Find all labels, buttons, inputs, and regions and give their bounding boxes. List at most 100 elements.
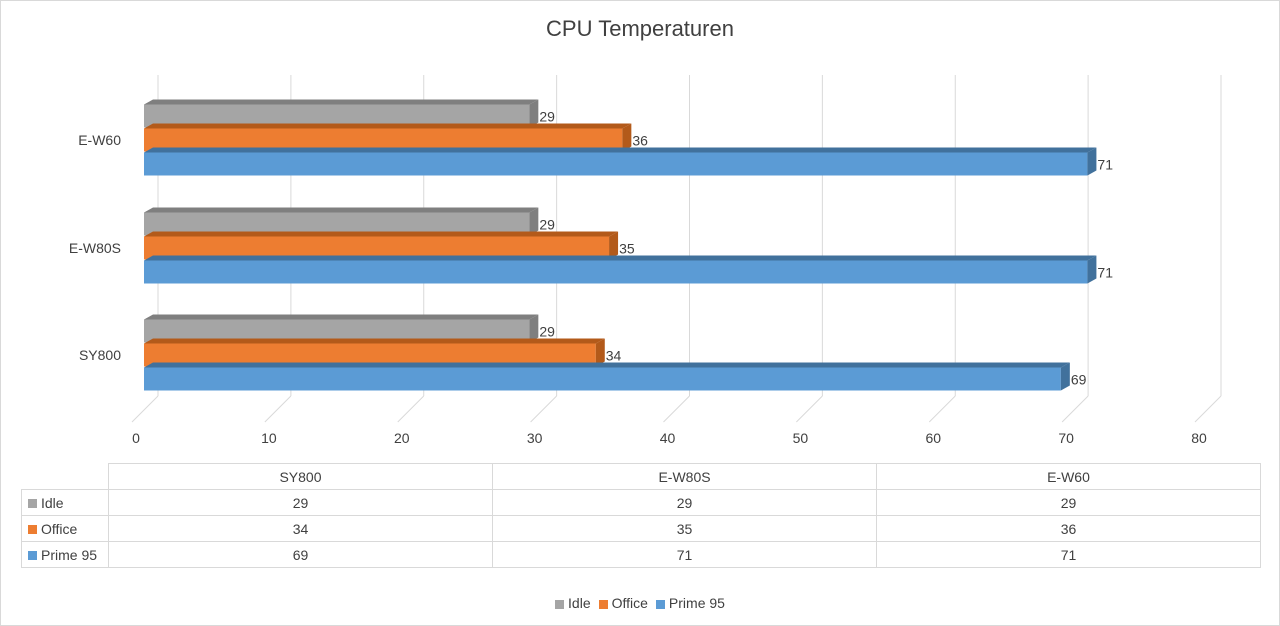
x-tick-label: 60	[925, 430, 941, 446]
bar	[144, 152, 1088, 176]
bar-side-face	[529, 207, 539, 236]
bar-top-face	[144, 231, 619, 237]
data-label: 36	[632, 133, 648, 149]
chart-title: CPU Temperaturen	[546, 16, 734, 41]
bar-top-face	[144, 123, 632, 129]
table-cell-text: 71	[1060, 546, 1077, 563]
table-row-header-text: Office	[41, 520, 78, 537]
table-row: Idle 29 29 29	[21, 489, 1261, 516]
y-category-label: E-W80S	[69, 240, 121, 256]
bar-side-face	[1060, 362, 1070, 391]
data-label: 71	[1097, 157, 1113, 173]
table-cell: 71	[876, 541, 1261, 568]
table-cell-text: 35	[676, 520, 693, 537]
table-cell: 29	[108, 489, 493, 516]
legend-label: Idle	[568, 595, 591, 611]
y-category-label: SY800	[79, 347, 121, 363]
table-header-row: SY800 E-W80S E-W60	[21, 463, 1261, 490]
legend-swatch-icon	[28, 499, 37, 509]
bar	[144, 128, 623, 152]
floor-tick	[796, 395, 823, 423]
floor-tick	[1194, 395, 1222, 423]
table-cell-text: 34	[292, 520, 309, 537]
x-tick-label: 50	[793, 430, 809, 446]
legend-item: Idle	[555, 595, 591, 611]
table-row: Office 34 35 36	[21, 515, 1261, 542]
table-cell-text: 36	[1060, 520, 1077, 537]
x-tick-label: 30	[527, 430, 543, 446]
bar-side-face	[529, 99, 539, 128]
legend-swatch-icon	[28, 525, 37, 535]
table-cell: 29	[876, 489, 1261, 516]
bar-side-face	[529, 314, 539, 343]
bar	[144, 367, 1061, 391]
table-cell-text: 29	[1060, 494, 1077, 511]
table-column-header-text: SY800	[279, 468, 322, 485]
floor-tick	[397, 395, 425, 423]
x-tick-label: 70	[1058, 430, 1074, 446]
legend-item: Prime 95	[655, 595, 725, 611]
legend-swatch-icon	[655, 599, 665, 609]
bar-side-face	[1087, 147, 1097, 176]
x-tick-label: 20	[394, 430, 410, 446]
table-cell-text: 29	[676, 494, 693, 511]
table-cell: 34	[108, 515, 493, 542]
data-label: 29	[539, 217, 555, 233]
table-cell: 29	[492, 489, 877, 516]
table-cell: 69	[108, 541, 493, 568]
bar-side-face	[595, 338, 605, 367]
legend: Idle Office Prime 95	[0, 595, 1280, 611]
table-column-header: SY800	[108, 463, 493, 490]
data-table: SY800 E-W80S E-W60 Idle 29 29 29 Office 34 35 36 Pr…	[21, 463, 1261, 568]
table-cell: 36	[876, 515, 1261, 542]
bar	[144, 104, 530, 128]
bar	[144, 260, 1088, 284]
legend-swatch-icon	[28, 551, 37, 561]
bar-side-face	[1087, 255, 1097, 284]
bar	[144, 319, 530, 343]
table-row: Prime 95 69 71 71	[21, 541, 1261, 568]
legend-label: Prime 95	[668, 595, 725, 611]
bar-top-face	[144, 362, 1070, 368]
data-label: 71	[1097, 265, 1113, 281]
data-label: 29	[539, 109, 555, 125]
legend-label: Office	[611, 595, 648, 611]
bar	[144, 212, 530, 236]
table-cell-text: 29	[292, 494, 309, 511]
floor-tick	[663, 395, 690, 423]
legend-swatch-icon	[555, 599, 565, 609]
bar-top-face	[144, 314, 539, 320]
table-cell-text: 69	[292, 546, 309, 563]
bar	[144, 236, 610, 260]
bar	[144, 343, 596, 367]
x-tick-label: 80	[1191, 430, 1207, 446]
data-label: 29	[539, 324, 555, 340]
data-label: 34	[606, 348, 622, 364]
table-row-header: Idle	[21, 489, 109, 516]
data-label: 69	[1071, 372, 1087, 388]
floor-tick	[131, 395, 159, 423]
table-row-header: Prime 95	[21, 541, 109, 568]
floor-tick	[264, 395, 292, 423]
table-corner	[21, 463, 109, 490]
data-label: 35	[619, 241, 635, 257]
bar-side-face	[609, 231, 619, 260]
x-tick-label: 40	[660, 430, 676, 446]
table-row-header: Office	[21, 515, 109, 542]
x-tick-label: 0	[132, 430, 140, 446]
legend-item: Office	[598, 595, 648, 611]
table-row-header-text: Idle	[41, 494, 64, 511]
table-cell-text: 71	[676, 546, 693, 563]
floor-tick	[928, 395, 956, 423]
table-cell: 35	[492, 515, 877, 542]
plot-area: 0 10 20 30 40 50 60 70 80 SY800 29 34 69 E-W80S 29 35 71…	[69, 75, 1222, 446]
table-column-header: E-W60	[876, 463, 1261, 490]
legend-swatch-icon	[598, 599, 608, 609]
bar-top-face	[144, 99, 539, 105]
table-row-header-text: Prime 95	[41, 546, 98, 563]
table-column-header-text: E-W60	[1047, 468, 1090, 485]
table-column-header-text: E-W80S	[658, 468, 711, 485]
bar-side-face	[622, 123, 632, 152]
table-cell: 71	[492, 541, 877, 568]
floor-tick	[1061, 395, 1089, 423]
